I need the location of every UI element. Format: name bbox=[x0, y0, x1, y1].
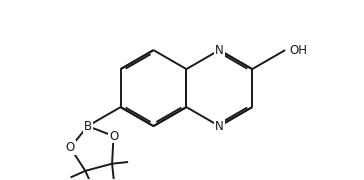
Text: B: B bbox=[84, 120, 92, 133]
Text: N: N bbox=[215, 120, 224, 133]
Text: N: N bbox=[215, 44, 224, 57]
Text: O: O bbox=[66, 141, 75, 154]
Text: OH: OH bbox=[289, 44, 307, 57]
Text: O: O bbox=[109, 130, 118, 143]
